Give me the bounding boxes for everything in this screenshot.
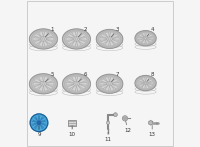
- Circle shape: [37, 121, 41, 124]
- Ellipse shape: [138, 32, 154, 44]
- Ellipse shape: [136, 76, 155, 90]
- Ellipse shape: [31, 75, 56, 93]
- FancyBboxPatch shape: [68, 120, 76, 126]
- Ellipse shape: [108, 38, 111, 40]
- Ellipse shape: [66, 32, 87, 46]
- Ellipse shape: [98, 75, 121, 92]
- Ellipse shape: [33, 77, 53, 91]
- Ellipse shape: [135, 75, 156, 91]
- Circle shape: [114, 113, 117, 117]
- Ellipse shape: [42, 83, 45, 85]
- Text: 2: 2: [78, 27, 87, 37]
- Text: 13: 13: [149, 126, 156, 137]
- Ellipse shape: [32, 76, 55, 92]
- Ellipse shape: [33, 31, 54, 47]
- Text: 11: 11: [105, 132, 112, 142]
- Ellipse shape: [144, 37, 147, 39]
- Ellipse shape: [138, 33, 153, 44]
- Ellipse shape: [143, 81, 148, 85]
- Ellipse shape: [98, 31, 121, 47]
- Ellipse shape: [96, 29, 123, 49]
- Ellipse shape: [107, 82, 112, 86]
- Text: 6: 6: [78, 72, 87, 82]
- Ellipse shape: [73, 37, 80, 41]
- Polygon shape: [149, 121, 153, 125]
- Ellipse shape: [136, 76, 156, 90]
- Circle shape: [122, 116, 128, 121]
- Ellipse shape: [100, 77, 120, 91]
- Ellipse shape: [63, 74, 90, 93]
- Ellipse shape: [40, 37, 46, 41]
- Ellipse shape: [136, 31, 156, 45]
- Ellipse shape: [75, 38, 78, 40]
- Circle shape: [30, 114, 48, 132]
- Ellipse shape: [137, 77, 154, 89]
- Ellipse shape: [97, 75, 122, 93]
- Ellipse shape: [99, 76, 120, 92]
- Text: 1: 1: [45, 27, 54, 37]
- Ellipse shape: [96, 74, 123, 93]
- Ellipse shape: [135, 31, 156, 46]
- Ellipse shape: [29, 74, 57, 94]
- Ellipse shape: [65, 31, 88, 47]
- Ellipse shape: [97, 30, 122, 48]
- Ellipse shape: [63, 29, 90, 49]
- Ellipse shape: [108, 83, 111, 85]
- Ellipse shape: [33, 32, 53, 46]
- Ellipse shape: [66, 76, 87, 91]
- Ellipse shape: [42, 38, 45, 40]
- Text: 7: 7: [111, 72, 119, 82]
- Ellipse shape: [63, 30, 90, 48]
- Ellipse shape: [64, 75, 89, 93]
- Circle shape: [124, 117, 126, 120]
- Ellipse shape: [40, 82, 46, 86]
- Ellipse shape: [107, 37, 112, 41]
- Circle shape: [106, 121, 110, 124]
- Text: 5: 5: [45, 72, 54, 82]
- Ellipse shape: [31, 30, 56, 48]
- Ellipse shape: [136, 31, 155, 45]
- Ellipse shape: [33, 76, 54, 91]
- Ellipse shape: [29, 29, 57, 49]
- Ellipse shape: [100, 77, 119, 91]
- Text: 9: 9: [37, 126, 41, 137]
- Ellipse shape: [30, 74, 57, 93]
- Ellipse shape: [138, 77, 154, 89]
- Ellipse shape: [137, 32, 154, 45]
- Ellipse shape: [100, 32, 120, 46]
- Ellipse shape: [75, 83, 78, 85]
- Ellipse shape: [66, 77, 87, 91]
- Ellipse shape: [64, 30, 89, 48]
- Text: 10: 10: [69, 126, 76, 137]
- Text: 8: 8: [147, 72, 154, 81]
- Ellipse shape: [143, 37, 148, 40]
- Ellipse shape: [138, 78, 153, 88]
- Ellipse shape: [99, 31, 120, 47]
- Ellipse shape: [66, 31, 87, 47]
- Text: 4: 4: [147, 27, 154, 36]
- Ellipse shape: [73, 82, 80, 86]
- Ellipse shape: [63, 74, 90, 94]
- Ellipse shape: [144, 82, 147, 84]
- Ellipse shape: [32, 31, 55, 47]
- Ellipse shape: [65, 76, 88, 92]
- Text: 12: 12: [124, 121, 131, 133]
- Ellipse shape: [100, 32, 119, 46]
- Ellipse shape: [30, 30, 57, 48]
- Text: 3: 3: [111, 27, 119, 37]
